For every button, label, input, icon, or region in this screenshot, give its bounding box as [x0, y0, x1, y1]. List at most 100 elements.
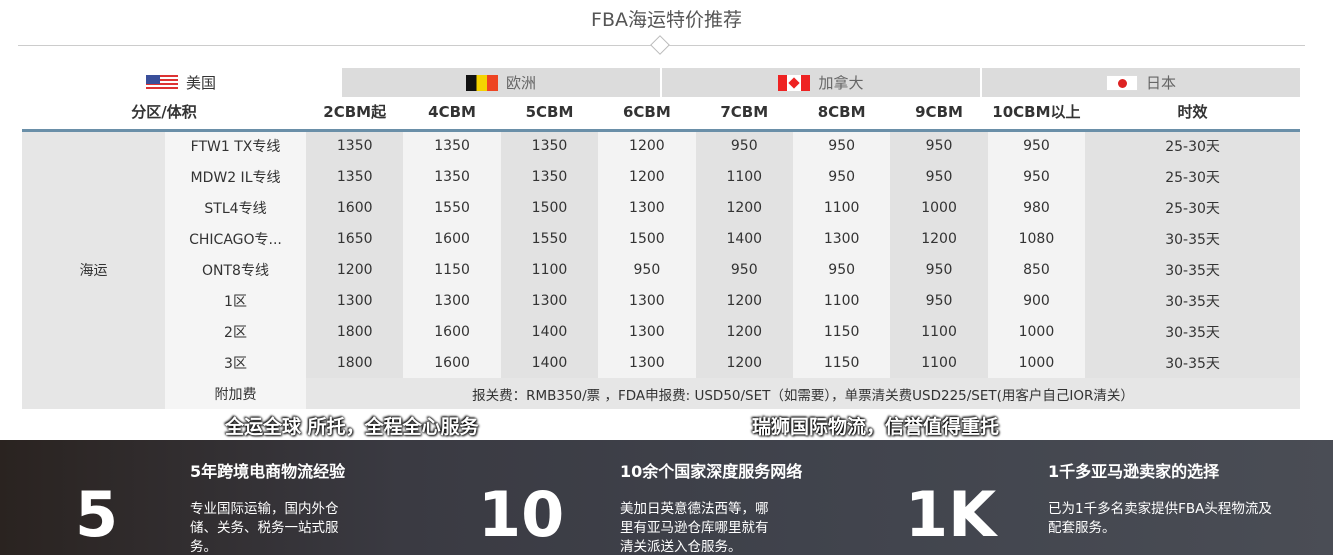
price-cell: 1100: [695, 161, 793, 192]
price-cell: 1000: [987, 347, 1086, 378]
price-cell: 1000: [890, 192, 988, 223]
price-cell: 1500: [500, 192, 599, 223]
table-row: ONT8专线 1200 1150 1100 950 950 950 950 850 30-35天: [22, 254, 1300, 285]
price-cell: 1550: [403, 192, 501, 223]
price-cell: 1150: [403, 254, 501, 285]
column-header: 6CBM: [598, 97, 696, 132]
canada-flag-icon: [778, 74, 811, 91]
price-cell: 1200: [890, 223, 988, 254]
table-row: 1区 1300 1300 1300 1300 1200 1100 950 900 30-35天: [22, 285, 1300, 316]
price-cell: 1200: [695, 347, 793, 378]
column-header: 10CBM以上: [987, 97, 1086, 132]
price-cell: 1200: [306, 254, 404, 285]
table-row: MDW2 IL专线 1350 1350 1350 1200 1100 950 950 950 25…: [22, 161, 1300, 192]
price-cell: 1100: [890, 347, 988, 378]
price-cell: 980: [987, 192, 1086, 223]
stat-heading: 1千多亚马逊卖家的选择: [1048, 462, 1220, 481]
price-cell: 1400: [695, 223, 793, 254]
price-cell: 1100: [500, 254, 599, 285]
transit-time-cell: 30-35天: [1085, 347, 1300, 378]
price-cell: 950: [987, 130, 1086, 161]
price-cell: 1300: [598, 192, 696, 223]
table-row: 2区 1800 1600 1400 1300 1200 1150 1100 1000 30-35天: [22, 316, 1300, 347]
surcharge-text: 报关费：RMB350/票 ，FDA申报费: USD50/SET（如需要），单票清…: [306, 378, 1300, 409]
price-cell: 1350: [403, 130, 501, 161]
tab-label: 日本: [1145, 74, 1176, 92]
table-row: CHICAGO专... 1650 1600 1550 1500 1400 1300 1200 1…: [22, 223, 1300, 254]
transit-time-cell: 25-30天: [1085, 130, 1300, 161]
price-cell: 950: [890, 161, 988, 192]
price-cell: 1200: [598, 161, 696, 192]
column-header: 分区/体积: [22, 97, 306, 132]
route-cell: CHICAGO专...: [165, 223, 306, 254]
route-cell: STL4专线: [165, 192, 306, 223]
tab-canada[interactable]: 加拿大: [662, 68, 980, 97]
transit-time-cell: 30-35天: [1085, 223, 1300, 254]
route-cell: 2区: [165, 316, 306, 347]
price-cell: 1300: [500, 285, 599, 316]
tab-label: 美国: [185, 74, 216, 92]
column-header: 5CBM: [500, 97, 599, 132]
route-cell: 1区: [165, 285, 306, 316]
price-cell: 1300: [598, 347, 696, 378]
stat-heading: 10余个国家深度服务网络: [620, 462, 803, 481]
route-cell: FTW1 TX专线: [165, 130, 306, 161]
price-cell: 1600: [403, 316, 501, 347]
price-cell: 1300: [598, 285, 696, 316]
price-table: 分区/体积 2CBM起 4CBM 5CBM 6CBM 7CBM 8CBM 9CBM 10CBM以…: [22, 97, 1300, 409]
tab-usa[interactable]: 美国: [22, 68, 340, 97]
price-cell: 1500: [598, 223, 696, 254]
price-cell: 1200: [695, 192, 793, 223]
column-header: 8CBM: [792, 97, 891, 132]
transit-time-cell: 30-35天: [1085, 285, 1300, 316]
price-cell: 950: [792, 130, 891, 161]
tab-europe[interactable]: 欧洲: [342, 68, 660, 97]
stats-banner: 5 5年跨境电商物流经验 专业国际运输，国内外仓储、关务、税务一站式服务。 10…: [0, 440, 1333, 555]
price-cell: 1600: [403, 223, 501, 254]
price-cell: 950: [987, 161, 1086, 192]
table-row: 3区 1800 1600 1400 1300 1200 1150 1100 1000 30-35天: [22, 347, 1300, 378]
us-flag-icon: [145, 74, 178, 91]
price-cell: 950: [598, 254, 696, 285]
japan-flag-icon: [1105, 74, 1138, 91]
stat-number: 10: [478, 478, 565, 551]
column-header: 时效: [1085, 97, 1300, 132]
price-cell: 1550: [500, 223, 599, 254]
price-cell: 900: [987, 285, 1086, 316]
tab-label: 加拿大: [818, 74, 864, 92]
surcharge-label: 附加费: [165, 378, 306, 409]
stat-desc: 专业国际运输，国内外仓储、关务、税务一站式服务。: [190, 501, 339, 555]
route-cell: ONT8专线: [165, 254, 306, 285]
belgium-flag-icon: [465, 74, 498, 91]
stat-desc: 美加日英意德法西等，哪里有亚马逊仓库哪里就有清关派送入仓服务。: [620, 501, 769, 555]
price-cell: 950: [890, 254, 988, 285]
price-cell: 1200: [695, 285, 793, 316]
price-cell: 1300: [598, 316, 696, 347]
transit-time-cell: 25-30天: [1085, 192, 1300, 223]
tab-label: 欧洲: [505, 74, 536, 92]
shipping-mode-cell: 海运: [22, 130, 165, 409]
price-cell: 1350: [500, 130, 599, 161]
table-row: STL4专线 1600 1550 1500 1300 1200 1100 1000 980 25-…: [22, 192, 1300, 223]
column-header: 4CBM: [403, 97, 501, 132]
price-cell: 1600: [306, 192, 404, 223]
route-cell: 3区: [165, 347, 306, 378]
price-cell: 950: [890, 285, 988, 316]
transit-time-cell: 30-35天: [1085, 316, 1300, 347]
price-cell: 1350: [306, 161, 404, 192]
stat-heading: 5年跨境电商物流经验: [190, 462, 346, 481]
price-cell: 950: [695, 130, 793, 161]
price-cell: 1300: [792, 223, 891, 254]
price-cell: 850: [987, 254, 1086, 285]
table-row: 海运 FTW1 TX专线 1350 1350 1350 1200 950 950 950 950 2…: [22, 130, 1300, 409]
price-cell: 1100: [890, 316, 988, 347]
column-header: 9CBM: [890, 97, 988, 132]
price-cell: 1080: [987, 223, 1086, 254]
price-cell: 1650: [306, 223, 404, 254]
price-cell: 1400: [500, 316, 599, 347]
price-cell: 1800: [306, 347, 404, 378]
slogan-left: 全运全球 所托，全程全心服务: [225, 416, 479, 438]
country-tabs: 美国 欧洲 加拿大 日本: [22, 68, 1300, 97]
tab-japan[interactable]: 日本: [982, 68, 1300, 97]
page-title: FBA海运特价推荐: [591, 9, 742, 31]
